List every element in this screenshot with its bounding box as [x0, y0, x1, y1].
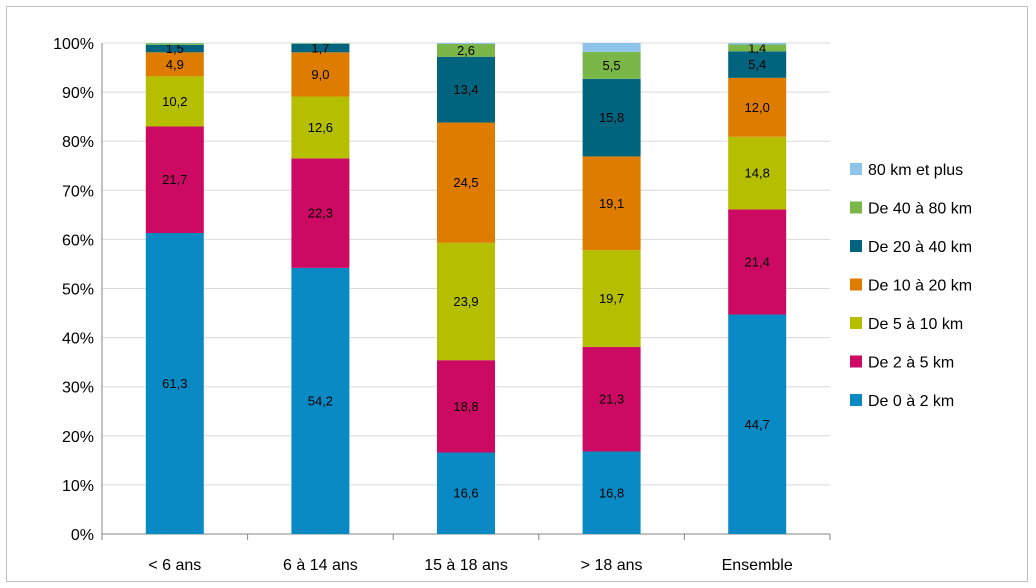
legend-label: De 2 à 5 km	[868, 355, 954, 372]
data-label: 12,0	[745, 100, 770, 115]
bar-segment	[582, 451, 641, 534]
x-tick-label: Ensemble	[722, 557, 793, 574]
bar-segment	[728, 314, 787, 534]
y-tick-label: 10%	[62, 478, 94, 495]
x-tick-label: > 18 ans	[581, 557, 643, 574]
data-label: 4,9	[166, 57, 184, 72]
bar-segment	[437, 43, 495, 44]
data-label: 1,4	[748, 40, 766, 55]
y-tick-label: 70%	[62, 183, 94, 200]
bar-segment	[582, 51, 641, 79]
bar-segment	[291, 158, 350, 268]
legend-label: De 40 à 80 km	[868, 201, 972, 218]
data-label: 44,7	[745, 417, 770, 432]
bar-segment	[437, 43, 495, 57]
data-label: 13,4	[453, 82, 478, 97]
legend-label: De 20 à 40 km	[868, 239, 972, 256]
x-tick-label: < 6 ans	[148, 557, 201, 574]
bar-segment	[728, 43, 787, 45]
data-label: 61,3	[162, 376, 187, 391]
data-label: 16,6	[453, 486, 478, 501]
bar-segment	[437, 56, 495, 123]
data-label: 15,8	[599, 110, 624, 125]
legend-label: 80 km et plus	[868, 162, 963, 179]
data-label: 1,7	[311, 41, 329, 56]
legend-swatch	[850, 278, 862, 291]
bar-segment	[291, 43, 350, 53]
data-label: 21,3	[599, 392, 624, 407]
bar-segment	[582, 156, 641, 251]
legend-swatch	[850, 201, 862, 214]
legend-label: De 5 à 10 km	[868, 316, 963, 333]
bar-segment	[437, 360, 495, 453]
y-tick-label: 100%	[53, 36, 94, 53]
bar-segment	[145, 44, 204, 53]
legend-swatch	[850, 240, 862, 252]
data-label: 24,5	[453, 175, 478, 190]
bar-segment	[145, 76, 204, 127]
data-label: 21,7	[162, 172, 187, 187]
data-label: 10,2	[162, 94, 187, 109]
data-label: 2,6	[457, 43, 475, 58]
bar-segment	[145, 52, 204, 77]
bar-segment	[145, 43, 204, 45]
y-tick-label: 0%	[71, 527, 94, 544]
y-tick-label: 50%	[62, 282, 94, 299]
bar-segment	[728, 136, 787, 210]
bar-segment	[145, 126, 204, 234]
data-label: 9,0	[311, 67, 329, 82]
bar-segment	[582, 346, 641, 452]
bar-segment	[728, 44, 787, 52]
y-tick-label: 40%	[62, 331, 94, 348]
legend-swatch	[850, 317, 862, 329]
bar-segment	[582, 78, 641, 157]
bar-segment	[582, 43, 641, 52]
data-label: 5,4	[748, 57, 766, 72]
bar-segment	[728, 51, 787, 78]
bar-segment	[291, 96, 350, 159]
data-label: 14,8	[745, 166, 770, 181]
bar-segment	[728, 209, 787, 315]
data-label: 22,3	[308, 206, 333, 221]
y-tick-label: 20%	[62, 429, 94, 446]
bar-segment	[437, 242, 495, 361]
data-label: 21,4	[745, 254, 770, 269]
y-tick-label: 80%	[62, 134, 94, 151]
x-tick-label: 15 à 18 ans	[424, 557, 508, 574]
bar-segment	[437, 122, 495, 243]
y-tick-label: 90%	[62, 85, 94, 102]
x-tick-label: 6 à 14 ans	[283, 557, 358, 574]
data-label: 12,6	[308, 120, 333, 135]
bar-segment	[437, 452, 495, 534]
legend-label: De 10 à 20 km	[868, 278, 972, 295]
data-label: 19,1	[599, 196, 624, 211]
bar-segment	[145, 233, 204, 534]
data-label: 23,9	[453, 294, 478, 309]
data-label: 54,2	[308, 393, 333, 408]
y-tick-label: 60%	[62, 232, 94, 249]
data-label: 5,5	[603, 58, 621, 73]
y-tick-label: 30%	[62, 380, 94, 397]
legend-swatch	[850, 394, 862, 406]
data-label: 16,8	[599, 485, 624, 500]
bar-segment	[582, 250, 641, 347]
data-label: 19,7	[599, 291, 624, 306]
legend-label: De 0 à 2 km	[868, 393, 954, 410]
bar-segment	[291, 52, 350, 97]
chart-frame	[6, 6, 1028, 582]
bar-segment	[291, 267, 350, 534]
legend-swatch	[850, 355, 862, 368]
data-label: 18,8	[453, 399, 478, 414]
legend-swatch	[850, 163, 862, 175]
bar-segment	[728, 77, 787, 137]
